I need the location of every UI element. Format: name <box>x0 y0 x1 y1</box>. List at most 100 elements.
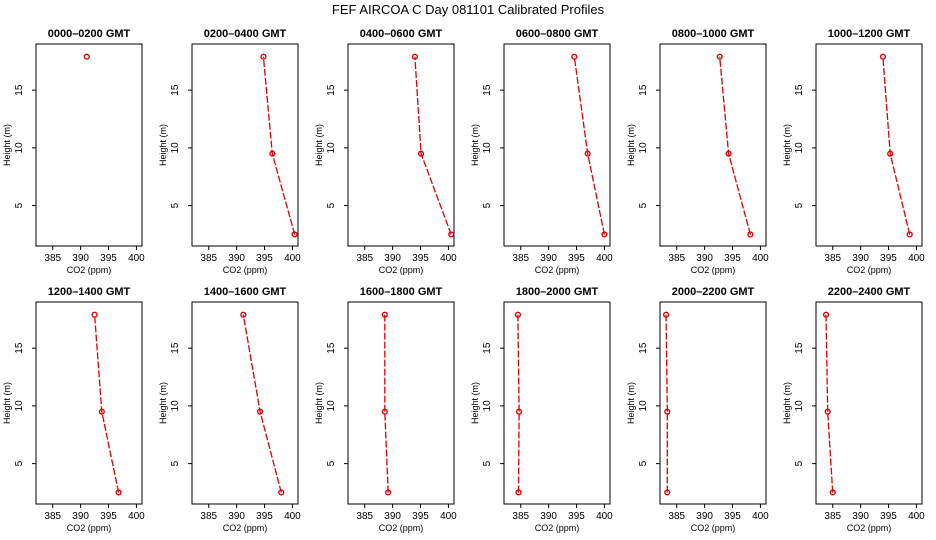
x-tick-label: 400 <box>440 511 457 522</box>
y-axis-label: Height (m) <box>470 382 480 424</box>
panel-12: 2200–2400 GMT 385 390 395 400 5 10 15 CO2 (ppm) H… <box>782 286 925 533</box>
x-tick-label: 390 <box>696 253 713 264</box>
x-axis-label: CO2 (ppm) <box>379 265 424 275</box>
x-tick-label: 400 <box>128 253 145 264</box>
data-point <box>385 489 392 496</box>
x-tick-label: 400 <box>752 253 769 264</box>
data-point <box>725 150 732 157</box>
data-point <box>584 150 591 157</box>
panel-4: 0600–0800 GMT 385 390 395 400 5 10 15 CO2 (ppm) H… <box>470 28 613 275</box>
data-point <box>260 53 267 60</box>
y-tick-label: 15 <box>14 84 25 96</box>
y-tick-label: 10 <box>326 142 337 154</box>
y-tick-label: 5 <box>638 202 649 208</box>
y-tick-label: 10 <box>638 142 649 154</box>
data-point <box>747 231 754 238</box>
x-tick-label: 390 <box>540 511 557 522</box>
panel-title: 0600–0800 GMT <box>516 28 599 40</box>
y-axis-label: Height (m) <box>2 382 12 424</box>
x-tick-label: 390 <box>696 511 713 522</box>
y-tick-label: 15 <box>482 342 493 354</box>
panel-9: 1600–1800 GMT 385 390 395 400 5 10 15 CO2 (ppm) H… <box>314 286 457 533</box>
y-tick-label: 5 <box>326 460 337 466</box>
data-point <box>269 150 276 157</box>
profile-line <box>262 56 296 235</box>
y-tick-label: 10 <box>326 400 337 412</box>
plot-frame <box>659 43 767 247</box>
y-tick-label: 10 <box>170 400 181 412</box>
x-tick-label: 395 <box>412 253 429 264</box>
data-point <box>115 489 122 496</box>
y-tick-label: 10 <box>482 400 493 412</box>
y-tick-label: 15 <box>638 84 649 96</box>
data-point <box>98 408 105 415</box>
data-point <box>514 311 522 318</box>
data-point <box>822 311 830 318</box>
x-axis-label: CO2 (ppm) <box>847 265 892 275</box>
x-tick-label: 385 <box>44 511 61 522</box>
panel-title: 0800–1000 GMT <box>672 28 755 40</box>
plot-frame <box>191 43 299 247</box>
y-tick-label: 10 <box>794 142 805 154</box>
y-tick-label: 10 <box>794 400 805 412</box>
x-tick-label: 390 <box>228 253 245 264</box>
profile-line <box>384 314 389 493</box>
data-point <box>91 311 98 318</box>
x-tick-label: 390 <box>852 253 869 264</box>
x-tick-label: 400 <box>908 511 925 522</box>
x-axis-label: CO2 (ppm) <box>535 523 580 533</box>
y-axis-label: Height (m) <box>158 124 168 166</box>
x-axis-label: CO2 (ppm) <box>691 523 736 533</box>
y-tick-label: 15 <box>638 342 649 354</box>
x-axis-label: CO2 (ppm) <box>535 265 580 275</box>
panel-5: 0800–1000 GMT 385 390 395 400 5 10 15 CO2 (ppm) H… <box>626 28 769 275</box>
data-point <box>448 231 455 238</box>
x-tick-label: 400 <box>908 253 925 264</box>
x-tick-label: 390 <box>384 511 401 522</box>
x-tick-label: 395 <box>724 253 741 264</box>
y-tick-label: 15 <box>326 84 337 96</box>
data-point <box>240 311 247 318</box>
x-tick-label: 395 <box>412 511 429 522</box>
plot-frame <box>191 301 299 505</box>
y-tick-label: 15 <box>326 342 337 354</box>
panel-8: 1400–1600 GMT 385 390 395 400 5 10 15 CO2 (ppm) H… <box>158 286 301 533</box>
x-axis-label: CO2 (ppm) <box>847 523 892 533</box>
x-tick-label: 400 <box>596 511 613 522</box>
y-tick-label: 5 <box>170 202 181 208</box>
x-tick-label: 395 <box>568 253 585 264</box>
data-point <box>906 231 913 238</box>
y-axis-label: Height (m) <box>470 124 480 166</box>
x-tick-label: 385 <box>200 253 217 264</box>
x-tick-label: 385 <box>200 511 217 522</box>
x-axis-label: CO2 (ppm) <box>67 523 112 533</box>
panel-title: 1000–1200 GMT <box>828 28 911 40</box>
panel-title: 2200–2400 GMT <box>828 286 911 298</box>
y-tick-label: 10 <box>170 142 181 154</box>
y-axis-label: Height (m) <box>314 124 324 166</box>
data-point <box>571 53 578 60</box>
y-tick-label: 15 <box>482 84 493 96</box>
x-tick-label: 385 <box>44 253 61 264</box>
x-tick-label: 390 <box>72 253 89 264</box>
x-tick-label: 390 <box>228 511 245 522</box>
x-tick-label: 385 <box>512 253 529 264</box>
data-point <box>663 311 670 318</box>
x-tick-label: 395 <box>256 511 273 522</box>
plot-frame <box>347 301 455 505</box>
x-tick-label: 395 <box>100 511 117 522</box>
x-tick-label: 395 <box>568 511 585 522</box>
plot-frame <box>503 43 611 247</box>
y-tick-label: 10 <box>638 400 649 412</box>
y-tick-label: 5 <box>482 202 493 208</box>
x-tick-label: 400 <box>596 253 613 264</box>
x-tick-label: 385 <box>356 511 373 522</box>
y-tick-label: 5 <box>794 202 805 208</box>
y-tick-label: 5 <box>14 460 25 466</box>
data-point <box>716 53 723 60</box>
x-tick-label: 385 <box>668 511 685 522</box>
data-point <box>887 150 894 157</box>
y-tick-label: 5 <box>482 460 493 466</box>
data-point <box>83 53 90 60</box>
profile-line <box>242 314 282 493</box>
